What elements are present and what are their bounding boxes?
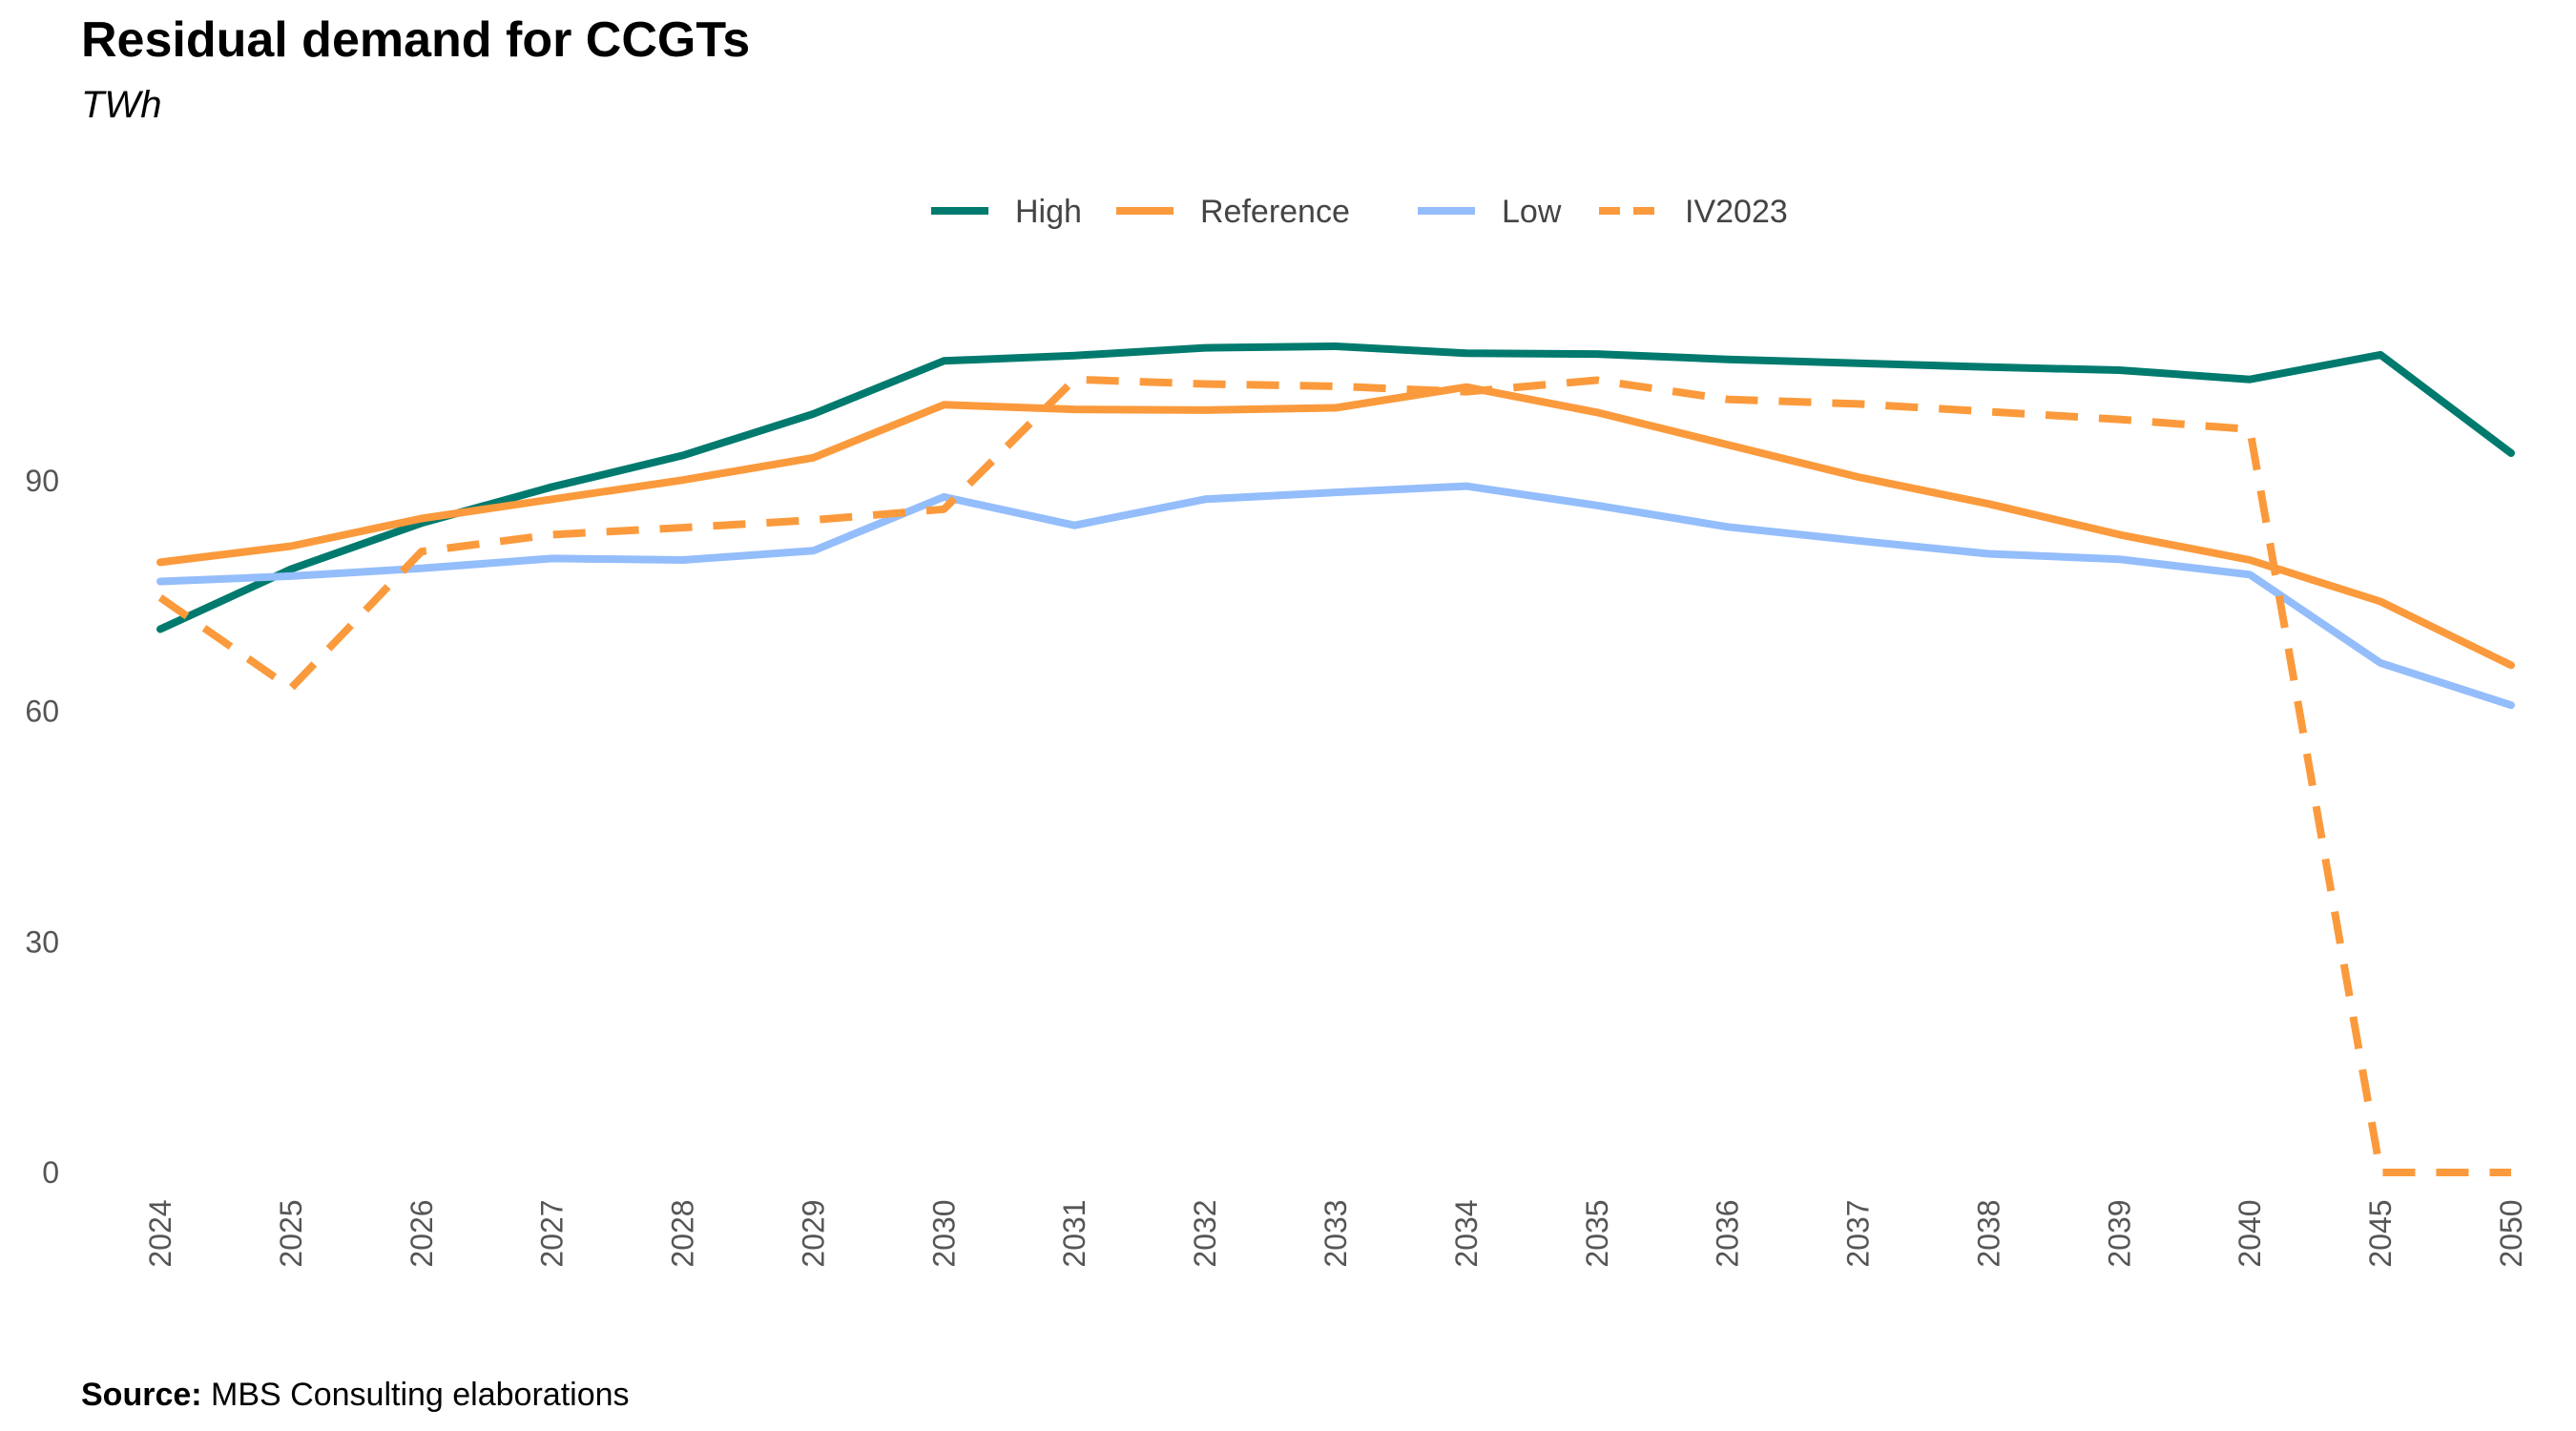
series-group — [156, 342, 2515, 1176]
chart-subtitle: TWh — [81, 84, 162, 126]
series-line-iv2023 — [157, 375, 2511, 1176]
x-tick-label: 2024 — [143, 1199, 177, 1267]
x-tick-label: 2045 — [2363, 1199, 2398, 1267]
legend: High Reference Low IV2023 — [931, 194, 1788, 230]
y-axis: 0 30 60 90 — [25, 464, 59, 1190]
x-tick-label: 2040 — [2233, 1199, 2267, 1267]
source-label: Source: — [81, 1377, 202, 1413]
x-tick-label: 2029 — [796, 1199, 830, 1267]
chart-title: Residual demand for CCGTs — [81, 12, 751, 68]
x-axis: 2024 2025 2026 2027 2028 2029 2030 2031 2032 2033… — [143, 1199, 2528, 1267]
x-tick-label: 2036 — [1711, 1199, 1745, 1267]
x-tick-label: 2037 — [1841, 1199, 1876, 1267]
x-tick-label: 2026 — [405, 1199, 439, 1267]
x-tick-label: 2034 — [1449, 1199, 1484, 1267]
y-tick-label: 0 — [42, 1155, 59, 1190]
series-line-high — [156, 342, 2515, 633]
source-text: MBS Consulting elaborations — [211, 1377, 630, 1413]
legend-label-high: High — [1015, 194, 1082, 230]
x-tick-label: 2027 — [535, 1199, 570, 1267]
x-tick-label: 2050 — [2494, 1199, 2528, 1267]
source-note: Source: MBS Consulting elaborations — [81, 1377, 630, 1414]
y-tick-label: 90 — [25, 464, 59, 498]
legend-label-iv2023: IV2023 — [1685, 194, 1788, 230]
x-tick-label: 2032 — [1188, 1199, 1222, 1267]
x-tick-label: 2035 — [1580, 1199, 1614, 1267]
legend-label-low: Low — [1502, 194, 1562, 230]
legend-label-reference: Reference — [1200, 194, 1350, 230]
x-tick-label: 2028 — [666, 1199, 700, 1267]
series-line-reference — [156, 383, 2515, 670]
x-tick-label: 2030 — [926, 1199, 961, 1267]
x-tick-label: 2039 — [2102, 1199, 2136, 1267]
series-line-low — [156, 482, 2515, 710]
x-tick-label: 2031 — [1057, 1199, 1091, 1267]
y-tick-label: 60 — [25, 695, 59, 729]
x-tick-label: 2033 — [1319, 1199, 1353, 1267]
x-tick-label: 2038 — [1971, 1199, 2005, 1267]
x-tick-label: 2025 — [274, 1199, 308, 1267]
y-tick-label: 30 — [25, 924, 59, 959]
